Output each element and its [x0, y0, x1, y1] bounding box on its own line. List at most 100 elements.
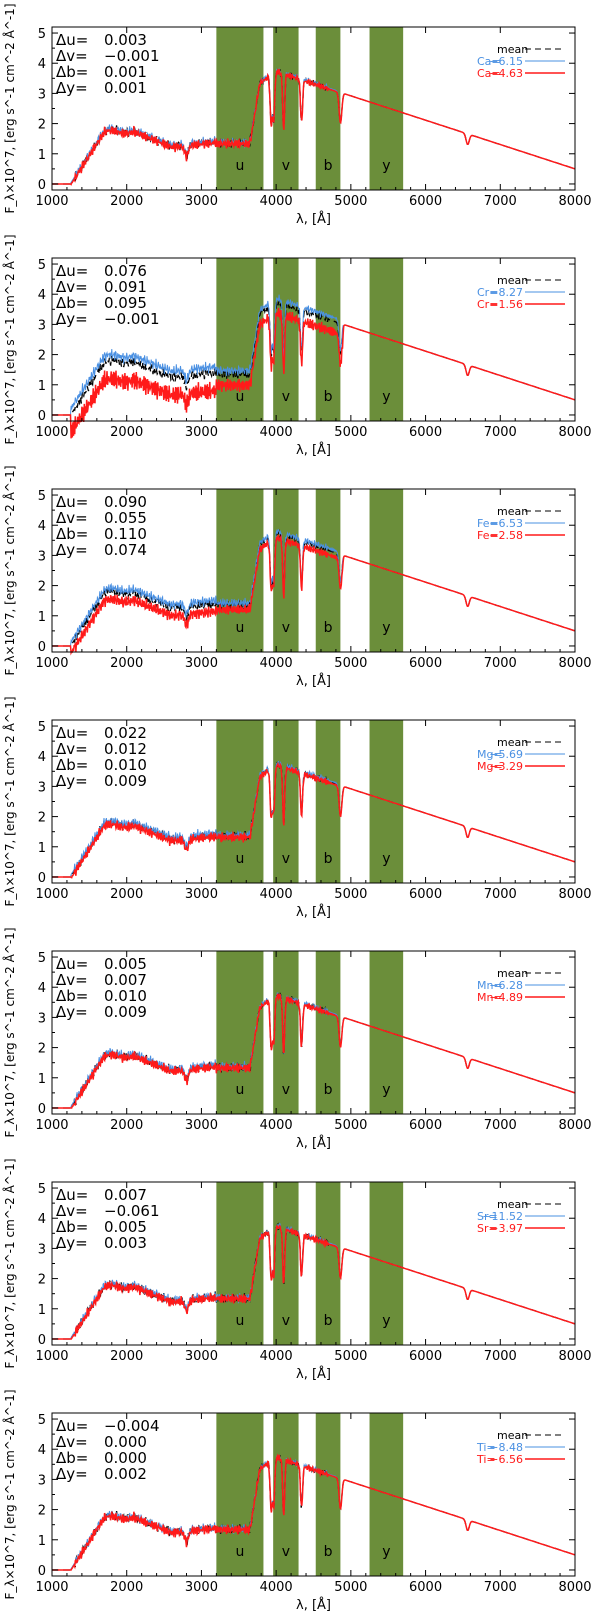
y-tick-label: 0 [38, 409, 46, 424]
x-tick-label: 4000 [260, 1349, 293, 1364]
y-tick-label: 1 [38, 1534, 46, 1549]
band-label-u: u [235, 1082, 244, 1098]
band-label-y: y [382, 158, 390, 174]
y-tick-label: 0 [38, 1564, 46, 1579]
y-tick-label: 3 [38, 1011, 46, 1026]
x-tick-label: 6000 [409, 1580, 442, 1595]
delta-label: Δv= [56, 1433, 88, 1451]
y-tick-label: 1 [38, 148, 46, 163]
band-label-y: y [382, 851, 390, 867]
y-tick-label: 0 [38, 1102, 46, 1117]
legend-value: −5.69 [489, 748, 523, 761]
x-tick-label: 3000 [185, 887, 218, 902]
legend-value: −8.27 [489, 286, 523, 299]
x-tick-label: 4000 [260, 425, 293, 440]
x-tick-label: 5000 [334, 1118, 367, 1133]
delta-value: 0.003 [104, 1234, 147, 1252]
band-b [315, 27, 341, 190]
x-axis-label: λ, [Å] [296, 1135, 331, 1151]
legend-name: mean [497, 1429, 528, 1442]
x-tick-label: 7000 [484, 194, 517, 209]
band-label-u: u [235, 158, 244, 174]
chart-svg-ti: u v b y 1000 2000 3000 4000 5000 6000 7000 8000 0 1 2 3… [2, 1390, 592, 1613]
band-label-v: v [282, 1082, 290, 1098]
y-tick-label: 3 [38, 318, 46, 333]
y-tick-label: 1 [38, 841, 46, 856]
legend-name: Mn= [477, 991, 503, 1004]
band-label-v: v [282, 851, 290, 867]
band-label-b: b [324, 389, 333, 405]
delta-label: Δu= [56, 1186, 88, 1204]
delta-label: Δu= [56, 724, 88, 742]
y-tick-label: 1 [38, 1072, 46, 1087]
y-tick-label: 0 [38, 1333, 46, 1348]
band-label-v: v [282, 389, 290, 405]
x-tick-label: 8000 [558, 1349, 591, 1364]
legend-name: Ti= [476, 1441, 496, 1454]
delta-label: Δv= [56, 47, 88, 65]
x-tick-label: 7000 [484, 425, 517, 440]
delta-label: Δy= [56, 310, 88, 328]
x-tick-label: 2000 [110, 1580, 143, 1595]
delta-value: 0.007 [104, 1186, 147, 1204]
band-label-y: y [382, 1082, 390, 1098]
delta-value: 0.090 [104, 493, 147, 511]
delta-label: Δv= [56, 509, 88, 527]
legend-name: Ti= [476, 1453, 496, 1466]
delta-label: Δv= [56, 1202, 88, 1220]
band-label-u: u [235, 851, 244, 867]
y-tick-label: 3 [38, 780, 46, 795]
band-label-u: u [235, 1313, 244, 1329]
x-tick-label: 7000 [484, 656, 517, 671]
delta-value: 0.001 [104, 63, 147, 81]
y-tick-label: 2 [38, 118, 46, 133]
y-tick-label: 4 [38, 57, 46, 72]
y-tick-label: 1 [38, 610, 46, 625]
panel-fe: u v b y 1000 2000 3000 4000 5000 6000 7000 8000 0 1 2 3… [0, 462, 600, 693]
delta-value: 0.012 [104, 740, 147, 758]
series-line-2 [52, 307, 576, 439]
x-tick-label: 6000 [409, 1118, 442, 1133]
x-tick-label: 3000 [185, 425, 218, 440]
delta-label: Δb= [56, 1449, 88, 1467]
x-tick-label: 8000 [558, 194, 591, 209]
panel-sr: u v b y 1000 2000 3000 4000 5000 6000 7000 8000 0 1 2 3… [0, 1155, 600, 1386]
delta-label: Δy= [56, 1234, 88, 1252]
band-y [369, 720, 404, 883]
band-v [273, 1182, 299, 1345]
x-tick-label: 7000 [484, 1580, 517, 1595]
delta-label: Δy= [56, 541, 88, 559]
x-tick-label: 7000 [484, 887, 517, 902]
legend-name: mean [497, 43, 528, 56]
legend-name: mean [497, 967, 528, 980]
series-line-2 [52, 534, 576, 656]
legend-name: mean [497, 736, 528, 749]
delta-value: 0.005 [104, 955, 147, 973]
band-label-b: b [324, 1082, 333, 1098]
x-tick-label: 3000 [185, 1118, 218, 1133]
y-tick-label: 0 [38, 640, 46, 655]
y-tick-label: 3 [38, 1473, 46, 1488]
delta-value: 0.005 [104, 1218, 147, 1236]
delta-label: Δy= [56, 1003, 88, 1021]
x-tick-label: 5000 [334, 887, 367, 902]
delta-value: 0.001 [104, 79, 147, 97]
legend-name: Ca= [477, 67, 501, 80]
band-y [369, 951, 404, 1114]
delta-value: 0.002 [104, 1465, 147, 1483]
x-tick-label: 3000 [185, 194, 218, 209]
y-tick-label: 0 [38, 871, 46, 886]
chart-svg-sr: u v b y 1000 2000 3000 4000 5000 6000 7000 8000 0 1 2 3… [2, 1159, 592, 1382]
delta-label: Δb= [56, 294, 88, 312]
x-tick-label: 4000 [260, 887, 293, 902]
y-axis-label: F_λ×10^7, [erg s^-1 cm^-2 Å^-1] [2, 4, 17, 214]
delta-label: Δb= [56, 987, 88, 1005]
band-b [315, 951, 341, 1114]
band-b [315, 720, 341, 883]
x-tick-label: 6000 [409, 194, 442, 209]
band-y [369, 258, 404, 421]
delta-value: 0.000 [104, 1433, 147, 1451]
band-label-v: v [282, 1544, 290, 1560]
band-label-b: b [324, 620, 333, 636]
